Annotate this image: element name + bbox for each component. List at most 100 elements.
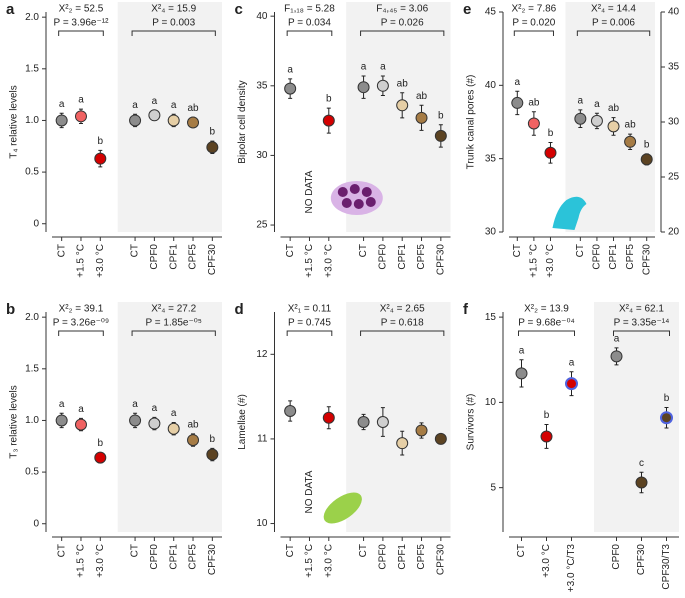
significance-letter: ab <box>416 91 428 102</box>
stat-text: F₄,₄₅ = 3.06 <box>376 4 428 15</box>
mean-marker <box>434 432 447 445</box>
x-tick-label: CPF30/T3 <box>661 544 672 590</box>
x-tick-label: CPF1 <box>608 244 619 270</box>
y-axis-label: Bipolar cell density <box>237 80 248 163</box>
significance-letter: a <box>380 62 386 73</box>
mean-marker <box>187 116 200 129</box>
stat-text: X²₂ = 13.9 <box>524 304 569 315</box>
significance-letter: b <box>438 110 444 121</box>
mean-marker <box>544 146 557 159</box>
bracket <box>58 330 104 336</box>
panel-letter: e <box>463 1 471 18</box>
significance-letter: a <box>59 99 65 110</box>
y-tick-label: 0.5 <box>25 167 39 178</box>
p-text: P = 0.006 <box>592 18 635 29</box>
y-tick-label: 0 <box>33 518 39 529</box>
x-tick-label: CT <box>56 544 67 557</box>
y-tick-label: 25 <box>256 220 268 231</box>
mean-marker <box>148 417 161 430</box>
mean-marker <box>527 117 540 130</box>
cell-icon-dot <box>365 197 376 207</box>
mean-marker <box>415 111 428 124</box>
panel-letter: f <box>463 301 469 318</box>
x-tick-label: CT <box>285 244 296 257</box>
x-tick-label: CPF0 <box>378 244 389 270</box>
x-tick-label: CPF5 <box>416 244 427 270</box>
mean-marker <box>284 405 297 417</box>
x-tick-label: CPF1 <box>397 544 408 570</box>
significance-letter: b <box>98 438 104 449</box>
mean-marker <box>540 430 553 443</box>
significance-letter: ab <box>187 103 199 114</box>
x-tick-label: CT <box>130 244 141 257</box>
x-tick-label: +3.0 °C <box>323 544 334 578</box>
significance-letter: a <box>594 99 600 110</box>
bracket <box>518 330 575 336</box>
y-tick-label: 0 <box>33 218 39 229</box>
mean-marker <box>565 377 578 391</box>
p-text: P = 3.96e⁻¹² <box>54 18 110 29</box>
p-text: P = 0.020 <box>512 18 555 29</box>
mean-marker <box>574 112 587 125</box>
mean-marker <box>284 82 297 95</box>
p-text: P = 3.35e⁻¹⁴ <box>614 318 670 329</box>
x-tick-label: CPF1 <box>168 244 179 270</box>
x-tick-label: CT <box>56 244 67 257</box>
x-tick-label: CPF0 <box>592 244 603 270</box>
bracket <box>513 30 554 36</box>
significance-letter: a <box>519 345 525 356</box>
cell-icon-dot <box>361 187 372 197</box>
mean-marker <box>322 411 335 424</box>
stat-text: X²₄ = 2.65 <box>380 304 425 315</box>
leaf-icon <box>323 492 362 524</box>
bracket <box>58 30 104 36</box>
mean-marker <box>434 129 447 142</box>
significance-letter: b <box>210 434 216 445</box>
panel-letter: a <box>6 1 15 18</box>
x-tick-label: CPF0 <box>611 544 622 570</box>
x-tick-label: +3.0 °C <box>545 244 556 278</box>
x-tick-label: CPF0 <box>378 544 389 570</box>
mean-marker <box>511 96 524 109</box>
x-tick-label: +3.0 °C <box>323 244 334 278</box>
significance-letter: ab <box>625 120 637 131</box>
mean-marker <box>515 367 528 380</box>
x-tick-label: +3.0 °C <box>95 244 106 278</box>
mean-marker <box>607 120 620 133</box>
y2-tick-label: 25 <box>668 172 680 183</box>
x-tick-label: CPF30 <box>636 544 647 576</box>
cell-icon-dot <box>337 187 348 197</box>
y-tick-label: 35 <box>485 153 497 164</box>
significance-letter: c <box>639 458 644 469</box>
bracket <box>613 330 670 336</box>
p-text: P = 0.618 <box>381 318 424 329</box>
x-tick-label: CPF0 <box>149 544 160 570</box>
mean-marker <box>129 114 142 127</box>
significance-letter: a <box>59 399 65 410</box>
y-axis-label: Lamellae (#) <box>237 394 248 450</box>
y-tick-label: 30 <box>256 150 268 161</box>
bracket <box>360 30 445 36</box>
significance-letter: b <box>326 94 332 105</box>
y-tick-label: 1.0 <box>25 115 39 126</box>
bracket <box>131 30 216 36</box>
mean-marker <box>94 451 107 464</box>
mean-marker <box>187 434 200 447</box>
y-tick-label: 5 <box>490 482 496 493</box>
panel-letter: c <box>235 1 243 18</box>
significance-letter: b <box>210 127 216 138</box>
x-tick-label: CT <box>130 544 141 557</box>
y2-tick-label: 20 <box>668 227 680 238</box>
x-tick-label: +1.5 °C <box>76 544 87 578</box>
y-tick-label: 30 <box>485 227 497 238</box>
bracket <box>131 330 216 336</box>
y-tick-label: 1.5 <box>25 63 39 74</box>
y-tick-label: 2.0 <box>25 312 39 323</box>
mean-marker <box>396 99 409 112</box>
bracket <box>286 30 333 36</box>
mean-marker <box>590 114 603 127</box>
mean-marker <box>376 79 389 92</box>
y-tick-label: 11 <box>257 434 268 445</box>
x-tick-label: CT <box>285 544 296 557</box>
mean-marker <box>206 448 219 461</box>
